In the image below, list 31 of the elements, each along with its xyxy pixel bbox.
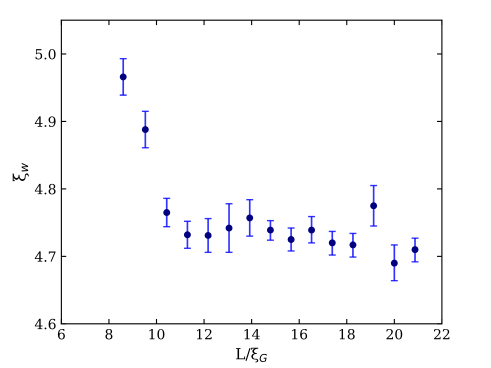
point bbox=[266, 226, 274, 234]
x-tick-label: 20 bbox=[386, 328, 402, 340]
x-tick-label: 12 bbox=[196, 328, 212, 340]
point bbox=[390, 260, 398, 267]
point bbox=[412, 246, 418, 254]
point bbox=[163, 209, 170, 216]
y-tick-label: 4.6 bbox=[34, 318, 56, 330]
point bbox=[142, 126, 149, 134]
point bbox=[226, 224, 233, 232]
x-tick-label: 8 bbox=[105, 328, 112, 340]
point bbox=[370, 202, 378, 210]
x-tick-label: 14 bbox=[244, 328, 260, 340]
point bbox=[246, 214, 254, 222]
x-tick-label: 22 bbox=[434, 328, 450, 340]
point bbox=[204, 232, 212, 239]
y-tick-label: 5.0 bbox=[36, 48, 56, 60]
y-axis-title: ξ$_{w}$ bbox=[12, 162, 29, 182]
x-axis-title: L/ξ$_{G}$ bbox=[236, 348, 267, 362]
y-tick-label: 4.9 bbox=[34, 116, 56, 127]
point bbox=[349, 241, 356, 248]
point bbox=[288, 236, 295, 243]
point bbox=[328, 239, 336, 246]
point bbox=[120, 73, 127, 80]
y-tick-label: 4.8 bbox=[34, 184, 56, 194]
y-tick-label: 4.7 bbox=[34, 251, 56, 262]
point bbox=[308, 226, 316, 234]
x-tick-label: 16 bbox=[292, 328, 308, 340]
x-tick-label: 18 bbox=[340, 328, 355, 340]
point bbox=[184, 231, 191, 238]
x-tick-label: 10 bbox=[149, 328, 164, 340]
x-tick-label: 6 bbox=[58, 328, 65, 340]
